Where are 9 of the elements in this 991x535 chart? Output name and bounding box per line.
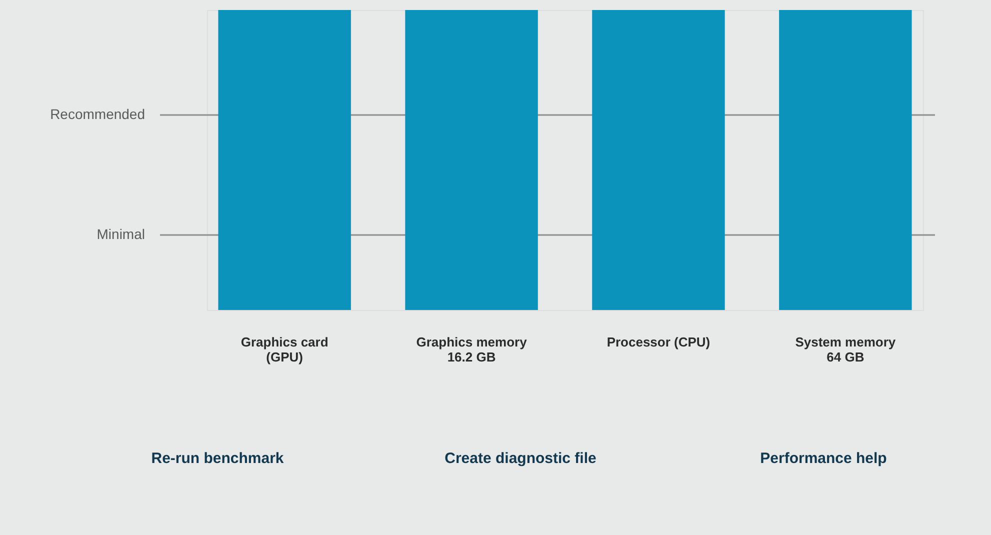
text: Re-run benchmark — [151, 450, 284, 467]
ref-line-label: Minimal — [96, 226, 145, 242]
x-tick-label: Graphics memory 16.2 GB — [416, 334, 528, 364]
text: Create diagnostic file — [444, 450, 596, 467]
x-tick-label: Graphics card (GPU) — [240, 334, 328, 364]
x-tick-label: Processor (CPU) — [606, 334, 710, 350]
ref-line-label: Recommended — [50, 106, 145, 122]
text: Performance help — [760, 450, 887, 467]
x-tick-label: System memory 64 GB — [795, 334, 896, 364]
